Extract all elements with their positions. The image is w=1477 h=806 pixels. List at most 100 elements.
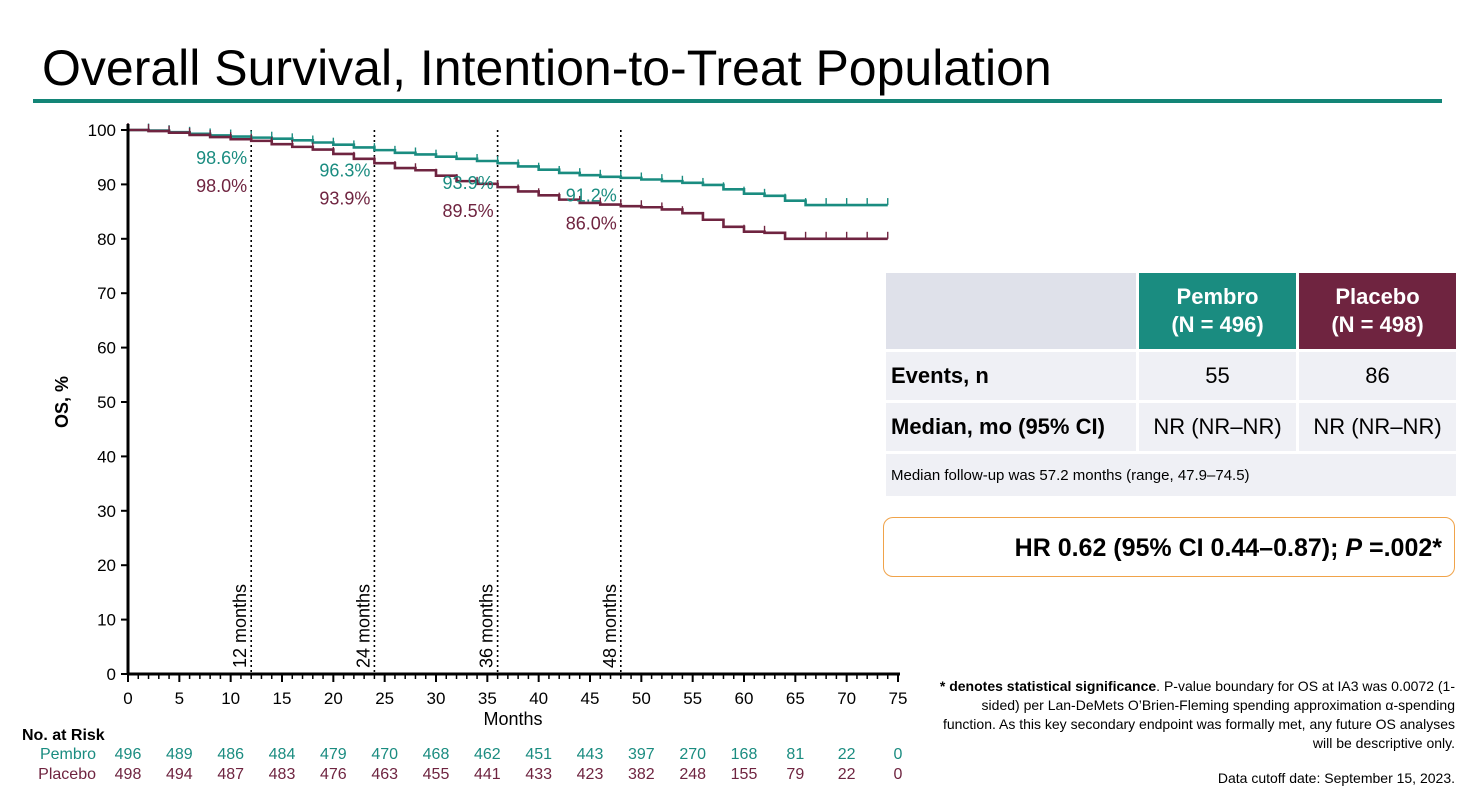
data-cutoff-note: Data cutoff date: September 15, 2023. [1217, 770, 1455, 786]
landmark-placebo-value: 89.5% [443, 201, 494, 221]
landmark-pembro-value: 96.3% [319, 161, 370, 181]
risk-count: 168 [731, 746, 758, 763]
placebo-header-name: Placebo [1335, 284, 1420, 309]
landmark-pembro-value: 91.2% [566, 186, 617, 206]
x-tick-label: 55 [683, 689, 702, 708]
x-tick-label: 40 [529, 689, 548, 708]
x-tick-label: 20 [324, 689, 343, 708]
risk-row-label-placebo: Placebo [38, 766, 96, 783]
y-axis-label: OS, % [52, 376, 72, 428]
risk-count: 443 [577, 746, 604, 763]
x-axis-label: Months [483, 709, 542, 729]
risk-count: 463 [371, 766, 398, 783]
landmark-pembro-value: 93.9% [443, 173, 494, 193]
significance-footnote: * denotes statistical significance. P-va… [935, 677, 1455, 753]
risk-count: 155 [731, 766, 758, 783]
risk-count: 498 [115, 766, 142, 783]
risk-count: 470 [371, 746, 398, 763]
landmark-labels: 98.6% 98.0% 96.3% 93.9% 93.9% 89.5% 91.2% 86.0% [196, 148, 617, 234]
median-placebo-value: NR (NR–NR) [1299, 403, 1456, 451]
hr-text: HR 0.62 (95% CI 0.44–0.87); [1014, 534, 1346, 562]
y-tick-label: 10 [97, 611, 116, 630]
risk-count: 81 [786, 746, 804, 763]
risk-count: 0 [894, 746, 903, 763]
risk-count: 487 [217, 766, 244, 783]
risk-count: 270 [679, 746, 706, 763]
landmark-placebo-value: 93.9% [319, 189, 370, 209]
landmark-placebo-value: 86.0% [566, 214, 617, 234]
events-row-label: Events, n [886, 352, 1136, 400]
risk-count: 0 [894, 766, 903, 783]
x-tick-label: 30 [427, 689, 446, 708]
median-pembro-value: NR (NR–NR) [1139, 403, 1296, 451]
events-pembro-value: 55 [1139, 352, 1296, 400]
landmark-month-label: 48 months [600, 584, 620, 668]
risk-count: 462 [474, 746, 501, 763]
y-tick-label: 90 [97, 175, 116, 194]
y-tick-label: 30 [97, 502, 116, 521]
landmark-pembro-value: 98.6% [196, 148, 247, 168]
y-tick-label: 20 [97, 556, 116, 575]
risk-count: 455 [423, 766, 450, 783]
landmark-guides: 12 months 24 months 36 months 48 months [230, 130, 622, 674]
y-tick-label: 100 [88, 121, 116, 140]
survival-stats-table: Pembro (N = 496) Placebo (N = 498) Event… [883, 270, 1459, 499]
table-corner-cell [886, 273, 1136, 349]
risk-count: 433 [525, 766, 552, 783]
risk-count: 484 [269, 746, 296, 763]
landmark-month-label: 12 months [230, 584, 250, 668]
risk-count: 397 [628, 746, 655, 763]
x-tick-label: 5 [175, 689, 184, 708]
risk-count: 423 [577, 766, 604, 783]
risk-count: 248 [679, 766, 706, 783]
x-tick-label: 75 [889, 689, 908, 708]
pembro-header-n: (N = 496) [1171, 312, 1264, 337]
y-tick-label: 60 [97, 339, 116, 358]
x-tick-label: 0 [123, 689, 132, 708]
risk-count: 489 [166, 746, 193, 763]
y-tick-label: 50 [97, 393, 116, 412]
x-tick-label: 70 [837, 689, 856, 708]
risk-table: No. at Risk Pembro 496 489 486 484 479 470 468 46… [22, 727, 903, 783]
risk-count: 451 [525, 746, 552, 763]
risk-count: 479 [320, 746, 347, 763]
hazard-ratio-box: HR 0.62 (95% CI 0.44–0.87); P =.002* [883, 517, 1455, 577]
landmark-month-label: 24 months [353, 584, 373, 668]
landmark-placebo-value: 98.0% [196, 176, 247, 196]
risk-count: 441 [474, 766, 501, 783]
risk-count: 476 [320, 766, 347, 783]
risk-count: 486 [217, 746, 244, 763]
p-value: =.002* [1362, 534, 1442, 562]
median-row-label: Median, mo (95% CI) [886, 403, 1136, 451]
placebo-header-n: (N = 498) [1331, 312, 1424, 337]
risk-count: 382 [628, 766, 655, 783]
placebo-column-header: Placebo (N = 498) [1299, 273, 1456, 349]
title-divider [33, 99, 1442, 103]
x-tick-label: 35 [478, 689, 497, 708]
risk-count: 468 [423, 746, 450, 763]
risk-count: 79 [786, 766, 804, 783]
risk-count: 22 [838, 766, 856, 783]
survival-curves [127, 123, 889, 241]
landmark-month-label: 36 months [477, 584, 497, 668]
risk-count: 494 [166, 766, 193, 783]
x-tick-label: 45 [581, 689, 600, 708]
x-tick-label: 15 [273, 689, 292, 708]
chart-axes: 0 10 20 30 40 50 60 70 80 90 100 0 5 10 15 20 25 30 35 40 45… [52, 121, 907, 729]
footnote-text: . P-value boundary for OS at IA3 was 0.0… [942, 678, 1455, 751]
footnote-bold: * denotes statistical significance [939, 678, 1157, 694]
risk-table-header: No. at Risk [22, 727, 105, 744]
pembro-column-header: Pembro (N = 496) [1139, 273, 1296, 349]
x-tick-label: 25 [375, 689, 394, 708]
x-tick-label: 60 [735, 689, 754, 708]
risk-count: 496 [115, 746, 142, 763]
risk-row-label-pembro: Pembro [40, 746, 96, 763]
p-label: P [1345, 534, 1363, 562]
followup-note: Median follow-up was 57.2 months (range,… [886, 454, 1456, 496]
x-tick-label: 65 [786, 689, 805, 708]
risk-count: 483 [269, 766, 296, 783]
events-placebo-value: 86 [1299, 352, 1456, 400]
y-tick-label: 70 [97, 284, 116, 303]
y-tick-label: 80 [97, 230, 116, 249]
